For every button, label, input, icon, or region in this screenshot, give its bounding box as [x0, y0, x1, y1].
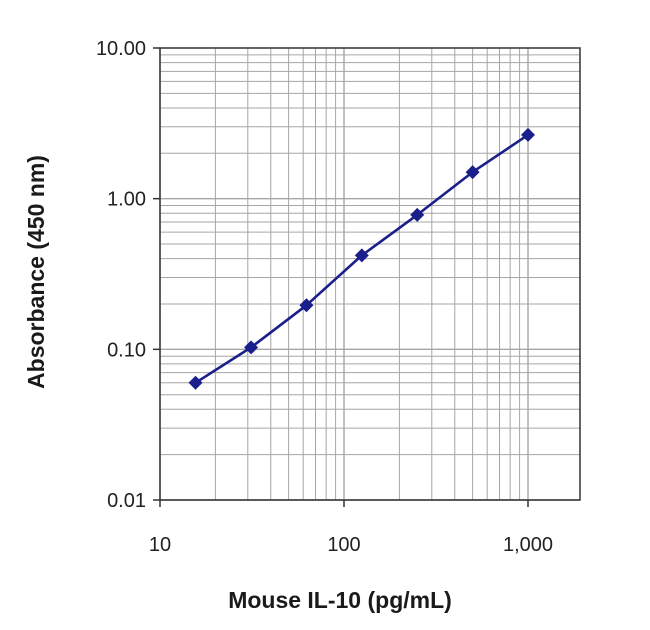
x-tick-label: 1,000: [503, 534, 553, 556]
axis-ticks: 0.01 0.10 1.00 10.00 10 100 1,000: [96, 38, 553, 556]
x-tick-label: 10: [149, 534, 171, 556]
x-axis-title: Mouse IL-10 (pg/mL): [228, 587, 452, 613]
gridlines: [159, 48, 580, 501]
data-point: [465, 165, 480, 180]
y-tick-label: 10.00: [96, 38, 146, 60]
data-point: [354, 248, 369, 263]
plot-area-frame: [159, 47, 581, 501]
x-tick-label: 100: [327, 534, 360, 556]
y-tick-label: 1.00: [107, 189, 146, 211]
y-axis-title: Absorbance (450 nm): [23, 155, 49, 389]
data-point: [410, 207, 425, 222]
data-point: [244, 340, 259, 355]
data-point: [188, 375, 203, 390]
y-tick-label: 0.10: [107, 339, 146, 361]
data-point: [299, 298, 314, 313]
data-series: [188, 127, 535, 390]
data-point: [521, 127, 535, 142]
y-tick-label: 0.01: [107, 490, 146, 512]
